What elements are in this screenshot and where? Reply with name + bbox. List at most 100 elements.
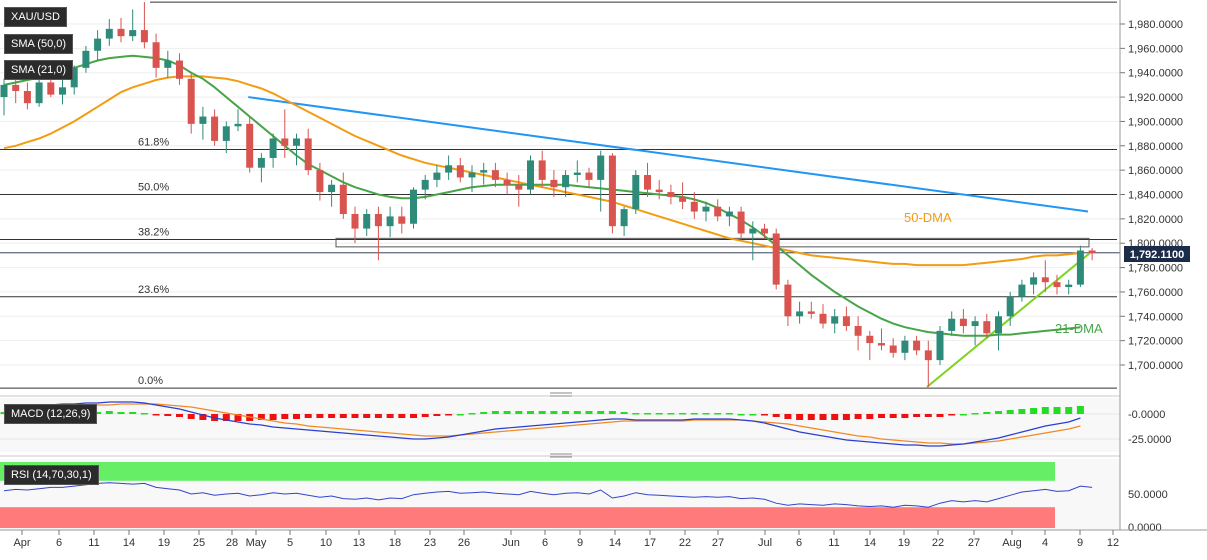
macd-hist-bar — [140, 413, 148, 415]
time-tick-label: 12 — [1107, 537, 1119, 549]
macd-hist-bar — [410, 414, 417, 418]
macd-hist-bar — [772, 414, 780, 417]
candle-body — [105, 28, 113, 39]
rsi-oversold-band — [0, 507, 1055, 528]
time-axis[interactable]: Apr 6 11 14 19 25 28 May 5 10 13 18 23 26 Jun 6 9 14 17 22 2… — [13, 530, 1119, 549]
time-tick-label: 17 — [644, 537, 656, 549]
macd-hist-bar — [714, 413, 722, 415]
candle-body — [129, 30, 137, 37]
price-tick-label: 1,820.0000 — [1128, 214, 1183, 226]
fib-level-label: 61.8% — [138, 136, 169, 148]
candle-body — [152, 42, 160, 68]
macd-hist-bar — [515, 411, 523, 414]
time-tick-label: 6 — [542, 537, 548, 549]
price-axis: 1,980.0000 1,960.0000 1,940.0000 1,920.0000… — [1120, 19, 1183, 372]
macd-hist-bar — [608, 411, 616, 414]
macd-hist-bar — [129, 412, 137, 414]
price-tick-label: 1,740.0000 — [1128, 311, 1183, 323]
dma50-annotation: 50-DMA — [904, 210, 952, 225]
rsi-plot — [0, 462, 1093, 528]
rsi-legend[interactable]: RSI (14,70,30,1) — [4, 465, 99, 485]
macd-hist-bar — [562, 411, 570, 414]
sma21-legend[interactable]: SMA (21,0) — [4, 60, 74, 80]
macd-hist-bar — [398, 414, 406, 418]
candle-body — [1041, 277, 1049, 283]
price-tick-label: 1,780.0000 — [1128, 263, 1183, 275]
candle-body — [737, 211, 745, 234]
time-tick-label: 6 — [56, 537, 62, 549]
candle-body — [714, 206, 722, 217]
time-tick-label: 22 — [679, 537, 691, 549]
macd-hist-bar — [1041, 407, 1049, 414]
candle-body — [550, 179, 558, 188]
rsi-axis: 50.0000 0.0000 — [1128, 489, 1168, 534]
candle-body — [491, 170, 499, 180]
candle-body — [47, 82, 55, 95]
macd-hist-bar — [351, 414, 359, 418]
candle-body — [854, 326, 862, 336]
macd-hist-bar — [702, 413, 710, 415]
candle-body — [70, 67, 78, 88]
rsi-overbought-band — [0, 462, 1055, 481]
macd-hist-bar — [468, 413, 476, 415]
candle-body — [12, 84, 20, 91]
candle-body — [924, 350, 932, 361]
fib-level-label: 100.0% — [150, 0, 188, 1]
macd-hist-bar — [866, 414, 874, 419]
rsi-line — [3, 482, 1093, 508]
candle-body — [562, 175, 570, 188]
candle-body — [316, 170, 324, 193]
main-panel[interactable]: 100.0% 61.8% 50.0% 38.2% 23.6% 0.0% 1,980.000… — [0, 0, 1190, 392]
candle-body — [1076, 250, 1084, 285]
candle-body — [398, 216, 406, 224]
macd-hist-bar — [761, 414, 768, 416]
macd-legend[interactable]: MACD (12,26,9) — [4, 404, 98, 424]
candle-body — [328, 184, 336, 193]
candle-body — [515, 184, 523, 190]
dma21-annotation: 21-DMA — [1055, 321, 1103, 336]
macd-hist-bar — [269, 414, 277, 420]
candle-body — [913, 340, 921, 351]
price-tick-label: 1,840.0000 — [1128, 190, 1183, 202]
macd-hist-bar — [995, 411, 1002, 414]
candle-body — [959, 318, 967, 327]
candle-body — [269, 138, 277, 158]
symbol-label[interactable]: XAU/USD — [4, 7, 67, 27]
candle-body — [644, 175, 651, 190]
candle-body — [1065, 284, 1073, 288]
macd-hist-bar — [257, 414, 265, 420]
macd-panel[interactable]: -0.0000 -25.0000 — [0, 398, 1171, 452]
macd-hist-bar — [597, 411, 605, 414]
macd-hist-bar — [854, 414, 862, 419]
candle-body — [971, 321, 979, 327]
rsi-panel[interactable]: 50.0000 0.0000 — [0, 459, 1168, 534]
macd-hist-bar — [959, 414, 967, 416]
candle-body — [386, 216, 394, 227]
pane-resize-handle[interactable] — [550, 392, 572, 397]
price-tick-label: 1,900.0000 — [1128, 116, 1183, 128]
candle-body — [948, 318, 956, 331]
candle-body — [796, 311, 804, 317]
candle-body — [339, 184, 347, 214]
candle-body — [503, 179, 511, 185]
fib-level-label: 23.6% — [138, 284, 169, 296]
macd-hist-bar — [573, 411, 581, 414]
macd-hist-bar — [831, 414, 839, 420]
candle-body — [1053, 282, 1061, 288]
candlesticks — [0, 2, 1096, 387]
time-tick-label: 4 — [1042, 537, 1048, 549]
macd-hist-bar — [620, 412, 628, 414]
time-tick-label: 6 — [796, 537, 802, 549]
macd-hist-bar — [433, 414, 441, 416]
candle-body — [1018, 284, 1026, 297]
main-panel-bg — [0, 0, 1120, 392]
sma50-legend[interactable]: SMA (50,0) — [4, 34, 74, 54]
candle-body — [632, 175, 640, 210]
macd-hist-bar — [176, 414, 183, 417]
rsi-tick-label: 50.0000 — [1128, 489, 1168, 501]
macd-histogram — [0, 406, 1084, 421]
pane-resize-handle-2[interactable] — [550, 453, 572, 458]
macd-hist-bar — [503, 411, 511, 414]
candle-body — [140, 30, 148, 43]
